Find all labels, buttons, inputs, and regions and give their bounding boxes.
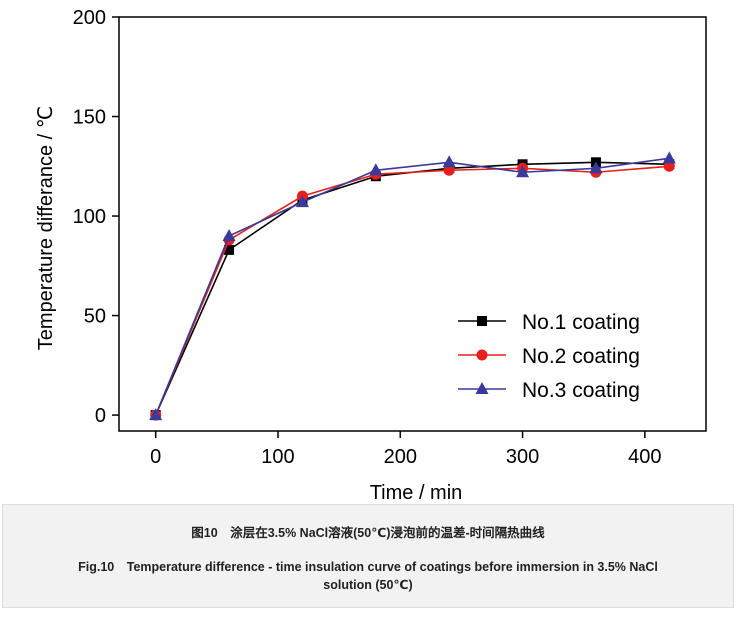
series-line bbox=[154, 157, 670, 416]
x-tick-label: 400 bbox=[628, 446, 661, 468]
data-point bbox=[589, 161, 603, 174]
data-point bbox=[149, 408, 163, 421]
legend-marker bbox=[475, 382, 489, 394]
legend-label: No.2 coating bbox=[522, 345, 640, 368]
x-tick-label: 300 bbox=[506, 446, 539, 468]
y-tick-label: 150 bbox=[73, 107, 106, 129]
series-3 bbox=[149, 151, 676, 421]
caption-english-line1: Fig.10 Temperature difference - time ins… bbox=[78, 560, 658, 574]
data-point bbox=[369, 163, 383, 176]
series-layer bbox=[149, 151, 676, 421]
series-line bbox=[154, 161, 670, 416]
data-point bbox=[222, 228, 236, 241]
legend-label: No.1 coating bbox=[522, 311, 640, 334]
x-tick-label: 0 bbox=[150, 446, 161, 468]
data-point bbox=[442, 155, 456, 168]
y-tick-label: 200 bbox=[73, 7, 106, 29]
caption-english-line2: solution (50℃) bbox=[323, 578, 413, 592]
y-tick-label: 50 bbox=[84, 306, 106, 328]
data-point bbox=[224, 244, 235, 255]
data-point bbox=[663, 160, 675, 172]
y-tick-label: 100 bbox=[73, 206, 106, 228]
legend-label: No.3 coating bbox=[522, 379, 640, 402]
legend-item: No.3 coating bbox=[458, 379, 640, 402]
legend-marker bbox=[477, 316, 487, 326]
series-line bbox=[154, 165, 670, 416]
legend-marker bbox=[476, 349, 488, 361]
data-point bbox=[443, 164, 455, 176]
figure-caption: 图10 涂层在3.5% NaCl溶液(50℃)浸泡前的温差-时间隔热曲线 Fig… bbox=[2, 504, 734, 608]
data-point bbox=[295, 195, 309, 208]
y-axis-label: Temperature differance / ℃ bbox=[35, 106, 57, 350]
x-axis-label: Time / min bbox=[370, 482, 463, 504]
plot-frame bbox=[118, 16, 707, 432]
axis-ticks: 0 100 200 300 400 0 50 100 150 200 bbox=[73, 7, 662, 468]
data-point bbox=[516, 165, 530, 178]
legend-item: No.2 coating bbox=[458, 345, 640, 368]
legend-item: No.1 coating bbox=[458, 311, 640, 334]
data-point bbox=[662, 151, 676, 164]
x-tick-label: 200 bbox=[384, 446, 417, 468]
y-tick-label: 0 bbox=[95, 405, 106, 427]
caption-chinese: 图10 涂层在3.5% NaCl溶液(50℃)浸泡前的温差-时间隔热曲线 bbox=[191, 526, 545, 540]
x-tick-label: 100 bbox=[261, 446, 294, 468]
legend: No.1 coating No.2 coating No.3 coating bbox=[458, 311, 640, 402]
